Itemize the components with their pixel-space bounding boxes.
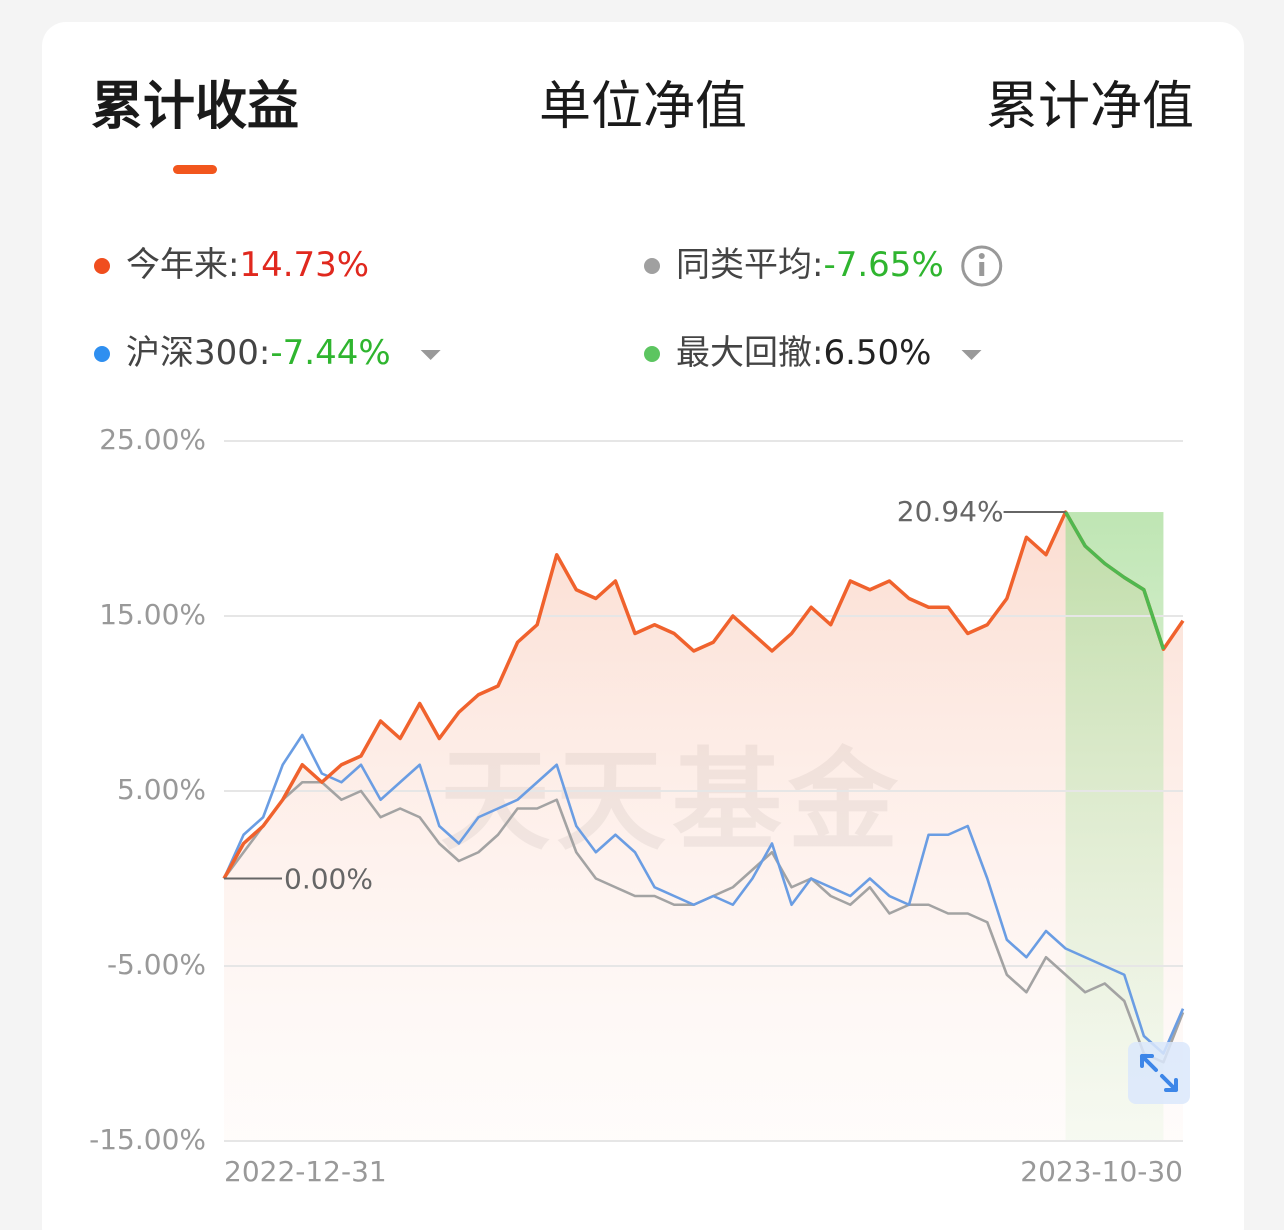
tab[interactable]: 单位净值 — [539, 77, 747, 137]
legend-value: 14.73% — [239, 245, 369, 285]
y-tick-label: 5.00% — [117, 773, 206, 806]
legend-text: 最大回撤:6.50% — [676, 333, 931, 373]
dropdown-arrow[interactable] — [961, 350, 982, 360]
expand-icon — [1140, 1054, 1178, 1092]
tab[interactable]: 累计收益 — [91, 77, 299, 137]
legend-label: 最大回撤: — [676, 333, 823, 373]
series-line — [222, 510, 1185, 880]
legend-label: 今年来: — [126, 245, 239, 285]
legend-text: 同类平均:-7.65% — [676, 245, 944, 285]
drawdown-line — [1064, 511, 1166, 650]
legend-dot — [644, 258, 660, 274]
y-tick-label: -5.00% — [107, 948, 206, 981]
legend-text: 沪深300:-7.44% — [126, 333, 391, 373]
legend-dot — [644, 346, 660, 362]
dropdown-arrow[interactable] — [420, 350, 441, 360]
legend-text: 今年来:14.73% — [126, 245, 369, 285]
legend-value: 6.50% — [823, 333, 931, 373]
legend-label: 同类平均: — [676, 245, 823, 285]
legend-value: -7.44% — [270, 333, 390, 373]
annotation: 20.94% — [897, 495, 1004, 528]
series-line — [222, 733, 1185, 1055]
legend-dot — [94, 258, 110, 274]
legend-dot — [94, 346, 110, 362]
y-tick-label: 15.00% — [99, 598, 206, 631]
x-tick-label: 2022-12-31 — [224, 1155, 387, 1188]
area-fill — [224, 512, 1183, 1141]
tab[interactable]: 累计净值 — [986, 77, 1194, 137]
plot: 天天基金-15.00%-5.00%5.00%15.00%25.00%2022-1… — [89, 423, 1190, 1188]
legend-label: 沪深300: — [126, 333, 270, 373]
annotation: 0.00% — [284, 863, 373, 896]
expand-button[interactable] — [1128, 1042, 1190, 1104]
legend-value: -7.65% — [823, 245, 943, 285]
tab-indicator — [173, 165, 217, 174]
y-tick-label: 25.00% — [99, 423, 206, 456]
tabs: 累计收益 单位净值 累计净值 — [91, 77, 1194, 174]
y-tick-label: -15.00% — [89, 1123, 206, 1156]
x-tick-label: 2023-10-30 — [1020, 1155, 1183, 1188]
info-icon[interactable] — [961, 245, 1003, 287]
info-icon-dot — [978, 253, 985, 259]
legend: 今年来:14.73% 同类平均:-7.65% 沪深300:-7.44% 最大回撤:6.… — [94, 245, 1003, 373]
info-icon-bar — [979, 262, 985, 276]
